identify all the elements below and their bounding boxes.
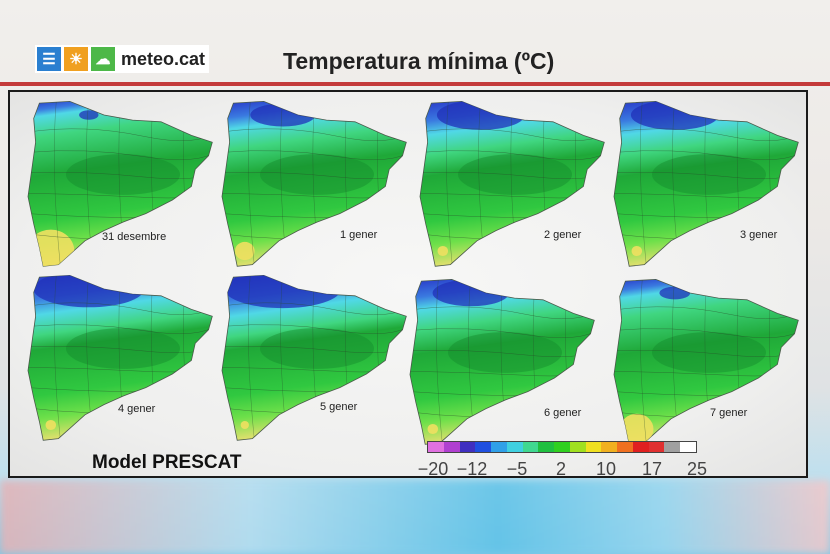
temperature-map: 31 desembre <box>27 100 213 267</box>
scale-label: −12 <box>456 459 488 479</box>
cloud-icon: ☁ <box>91 47 115 71</box>
map-date-label: 4 gener <box>118 403 156 415</box>
scale-label: 17 <box>641 459 663 479</box>
temperature-map: 1 gener <box>221 100 407 267</box>
temperature-map: 7 gener <box>613 278 799 445</box>
scale-swatch <box>554 442 570 452</box>
scale-swatch <box>569 442 586 452</box>
scale-label: −5 <box>506 459 528 479</box>
color-scale-labels: −20 −12 −5 2 10 17 25 <box>400 459 720 481</box>
page-title: Temperatura mínima (ºC) <box>283 48 555 74</box>
scale-swatch <box>601 442 618 452</box>
scale-swatch <box>443 442 460 452</box>
scale-swatch <box>617 442 633 452</box>
scale-swatch <box>664 442 681 452</box>
scale-swatch <box>680 442 697 452</box>
map-date-label: 31 desembre <box>102 231 166 243</box>
scale-label: 25 <box>686 459 708 479</box>
map-date-label: 1 gener <box>340 229 378 241</box>
scale-swatch <box>538 442 555 452</box>
map-date-label: 7 gener <box>710 407 748 419</box>
header: ☰ ☀ ☁ meteo.cat Temperatura mínima (ºC) <box>0 40 830 82</box>
scale-swatch <box>506 442 523 452</box>
map-date-label: 6 gener <box>544 407 582 419</box>
scale-swatch <box>491 442 507 452</box>
menu-icon: ☰ <box>37 47 61 71</box>
scale-swatch <box>585 442 602 452</box>
background-blur <box>0 480 830 554</box>
scale-label: 2 <box>555 459 567 479</box>
scale-swatch <box>428 442 444 452</box>
meteocat-logo[interactable]: ☰ ☀ ☁ meteo.cat <box>35 45 210 73</box>
scale-swatch <box>475 442 492 452</box>
scale-swatch <box>648 442 665 452</box>
temperature-map: 6 gener <box>409 278 595 445</box>
temperature-map: 3 gener <box>613 100 799 267</box>
map-panel: 31 desembre 1 gener 2 gener 3 gener 4 gener 5… <box>8 90 808 478</box>
map-date-label: 2 gener <box>544 229 582 241</box>
temperature-map: 2 gener <box>419 100 605 267</box>
logo-text: meteo.cat <box>121 48 206 69</box>
scale-swatch <box>522 442 539 452</box>
temperature-map: 4 gener <box>27 274 213 441</box>
scale-label: 10 <box>595 459 617 479</box>
model-label: Model PRESCAT <box>92 452 242 473</box>
map-date-label: 5 gener <box>320 401 358 413</box>
sun-icon: ☀ <box>64 47 88 71</box>
scale-label: −20 <box>417 459 449 479</box>
map-date-label: 3 gener <box>740 229 778 241</box>
header-divider <box>0 82 830 86</box>
maps-svg: 31 desembre 1 gener 2 gener 3 gener 4 gener 5… <box>27 100 799 445</box>
scale-swatch <box>632 442 649 452</box>
scale-swatch <box>459 442 476 452</box>
color-scale-bar <box>427 441 697 453</box>
temperature-map: 5 gener <box>221 274 407 441</box>
